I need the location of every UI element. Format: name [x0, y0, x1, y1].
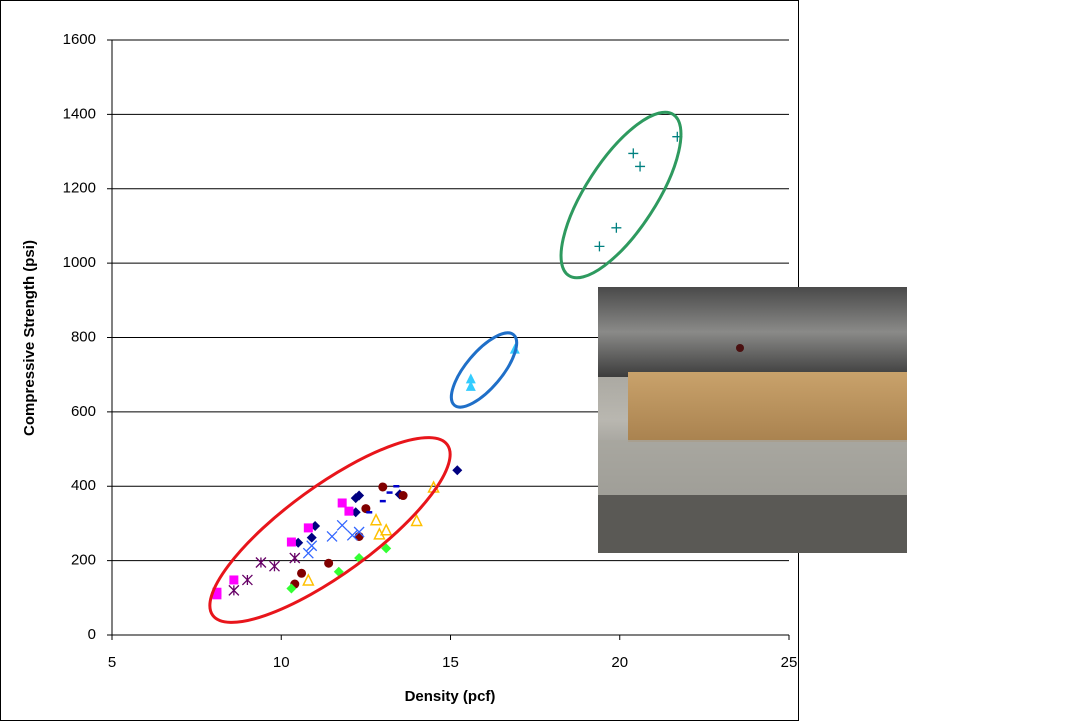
- y-tick-label: 0: [88, 626, 96, 643]
- point: [338, 498, 347, 507]
- base-plate: [598, 440, 907, 495]
- x-tick-label: 25: [781, 654, 798, 671]
- press-head: [598, 287, 907, 377]
- point: [229, 575, 238, 584]
- x-tick-label: 5: [108, 654, 116, 671]
- x-tick-label: 15: [442, 654, 459, 671]
- point: [324, 559, 333, 568]
- point: [297, 569, 306, 578]
- point: [378, 482, 387, 491]
- base-edge: [598, 495, 907, 553]
- chart: 0 200 400 600 800 1000 1200 1400 1600 5 10 15 20 25 D…: [0, 0, 1075, 722]
- x-tick-label: 10: [273, 654, 290, 671]
- point: [399, 491, 408, 500]
- y-tick-label: 1000: [63, 254, 96, 271]
- photo: [598, 287, 907, 553]
- photo-detail: [736, 344, 744, 352]
- y-tick-label: 400: [71, 477, 96, 494]
- y-tick-label: 600: [71, 403, 96, 420]
- x-tick-label: 20: [611, 654, 628, 671]
- y-axis-title: Compressive Strength (psi): [21, 240, 38, 436]
- point: [287, 538, 296, 547]
- x-axis-title: Density (pcf): [405, 688, 496, 705]
- point: [304, 523, 313, 532]
- y-tick-label: 1600: [63, 31, 96, 48]
- point: [344, 507, 353, 516]
- y-tick-label: 1200: [63, 180, 96, 197]
- sample-block: [628, 372, 907, 442]
- y-tick-label: 800: [71, 328, 96, 345]
- y-tick-label: 200: [71, 552, 96, 569]
- y-tick-label: 1400: [63, 105, 96, 122]
